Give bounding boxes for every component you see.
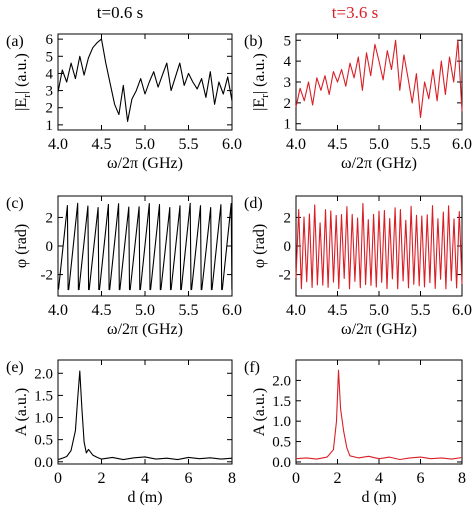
series-line-b bbox=[295, 39, 463, 119]
chart-title-b: t=3.6 s bbox=[332, 3, 378, 22]
x-tick-label-b: 4.0 bbox=[286, 136, 306, 153]
x-tick-label-c: 4.0 bbox=[48, 302, 68, 319]
x-tick-label-a: 5.0 bbox=[135, 136, 155, 153]
x-axis-label-a: ω/2π (GHz) bbox=[107, 155, 183, 172]
y-tick-label-f: 1.0 bbox=[272, 414, 291, 430]
plot-frame-b bbox=[295, 33, 463, 131]
series-line-c bbox=[57, 202, 233, 291]
x-tick-label-d: 5.5 bbox=[411, 302, 431, 319]
panel-label-c: (c) bbox=[6, 195, 24, 212]
y-tick-label-f: 0.0 bbox=[272, 455, 291, 471]
x-tick-label-b: 4.5 bbox=[328, 136, 348, 153]
y-tick-label-a: 4 bbox=[46, 66, 54, 82]
x-axis-label-f: d (m) bbox=[361, 489, 396, 506]
x-axis-label-e: d (m) bbox=[127, 489, 162, 506]
x-tick-label-f: 4 bbox=[375, 470, 383, 487]
y-tick-label-c: 0 bbox=[46, 239, 54, 255]
x-axis-label-c: ω/2π (GHz) bbox=[107, 321, 183, 338]
y-tick-label-f: 2.0 bbox=[272, 373, 291, 389]
x-tick-label-d: 4.5 bbox=[328, 302, 348, 319]
y-tick-label-a: 2 bbox=[46, 101, 54, 117]
y-tick-label-e: 2.0 bbox=[34, 366, 53, 382]
x-tick-label-c: 6.0 bbox=[222, 302, 242, 319]
x-tick-label-c: 4.5 bbox=[92, 302, 112, 319]
series-line-d bbox=[295, 202, 463, 290]
panel-label-d: (d) bbox=[244, 195, 263, 212]
panel-label-a: (a) bbox=[6, 33, 24, 50]
x-tick-label-a: 4.5 bbox=[92, 136, 112, 153]
series-line-e bbox=[57, 370, 233, 461]
panel-label-f: (f) bbox=[244, 359, 260, 376]
y-tick-label-e: 1.5 bbox=[34, 388, 53, 404]
y-tick-label-d: 2 bbox=[284, 210, 292, 226]
y-axis-label-b: |Er| (a.u.) bbox=[251, 53, 271, 111]
x-tick-label-b: 5.5 bbox=[411, 136, 431, 153]
y-axis-label-a: |Er| (a.u.) bbox=[13, 53, 33, 111]
y-tick-label-a: 6 bbox=[46, 32, 54, 48]
x-tick-label-e: 6 bbox=[185, 470, 193, 487]
x-tick-label-d: 5.0 bbox=[369, 302, 389, 319]
x-tick-label-b: 6.0 bbox=[452, 136, 472, 153]
y-tick-label-f: 1.5 bbox=[272, 394, 291, 410]
x-tick-label-a: 4.0 bbox=[48, 136, 68, 153]
y-tick-label-b: 3 bbox=[284, 75, 292, 91]
y-tick-label-b: 1 bbox=[284, 117, 292, 133]
x-tick-label-a: 5.5 bbox=[179, 136, 199, 153]
x-tick-label-f: 0 bbox=[292, 470, 300, 487]
x-tick-label-e: 2 bbox=[98, 470, 106, 487]
y-tick-label-e: 0.5 bbox=[34, 433, 53, 449]
x-tick-label-f: 8 bbox=[458, 470, 466, 487]
x-tick-label-c: 5.5 bbox=[179, 302, 199, 319]
chart-title-a: t=0.6 s bbox=[97, 3, 143, 22]
x-axis-label-d: ω/2π (GHz) bbox=[341, 321, 417, 338]
y-axis-label-f: A (a.u.) bbox=[251, 388, 268, 436]
plot-frame-f bbox=[295, 359, 463, 465]
y-tick-label-d: -2 bbox=[279, 268, 292, 284]
y-tick-label-b: 2 bbox=[284, 96, 292, 112]
y-tick-label-b: 4 bbox=[284, 54, 292, 70]
y-tick-label-e: 0.0 bbox=[34, 455, 53, 471]
y-tick-label-e: 1.0 bbox=[34, 411, 53, 427]
y-axis-label-e: A (a.u.) bbox=[13, 388, 30, 436]
x-tick-label-f: 6 bbox=[417, 470, 425, 487]
series-line-f bbox=[295, 369, 463, 461]
panel-label-e: (e) bbox=[6, 359, 24, 376]
y-axis-label-d: φ (rad) bbox=[251, 224, 268, 268]
y-tick-label-c: -2 bbox=[41, 268, 54, 284]
x-tick-label-d: 6.0 bbox=[452, 302, 472, 319]
series-line-a bbox=[57, 38, 233, 122]
panel-label-b: (b) bbox=[244, 33, 263, 50]
x-tick-label-e: 8 bbox=[228, 470, 236, 487]
y-tick-label-a: 1 bbox=[46, 118, 54, 134]
y-tick-label-f: 0.5 bbox=[272, 435, 291, 451]
x-tick-label-f: 2 bbox=[334, 470, 342, 487]
x-tick-label-e: 4 bbox=[141, 470, 149, 487]
y-tick-label-a: 5 bbox=[46, 49, 54, 65]
x-axis-label-b: ω/2π (GHz) bbox=[341, 155, 417, 172]
y-tick-label-b: 5 bbox=[284, 33, 292, 49]
x-tick-label-c: 5.0 bbox=[135, 302, 155, 319]
y-tick-label-c: 2 bbox=[46, 210, 54, 226]
y-tick-label-d: 0 bbox=[284, 239, 292, 255]
y-axis-label-c: φ (rad) bbox=[13, 224, 30, 268]
x-tick-label-e: 0 bbox=[54, 470, 62, 487]
x-tick-label-a: 6.0 bbox=[222, 136, 242, 153]
plot-frame-e bbox=[57, 359, 233, 465]
x-tick-label-b: 5.0 bbox=[369, 136, 389, 153]
y-tick-label-a: 3 bbox=[46, 84, 54, 100]
x-tick-label-d: 4.0 bbox=[286, 302, 306, 319]
plot-frame-a bbox=[57, 33, 233, 131]
